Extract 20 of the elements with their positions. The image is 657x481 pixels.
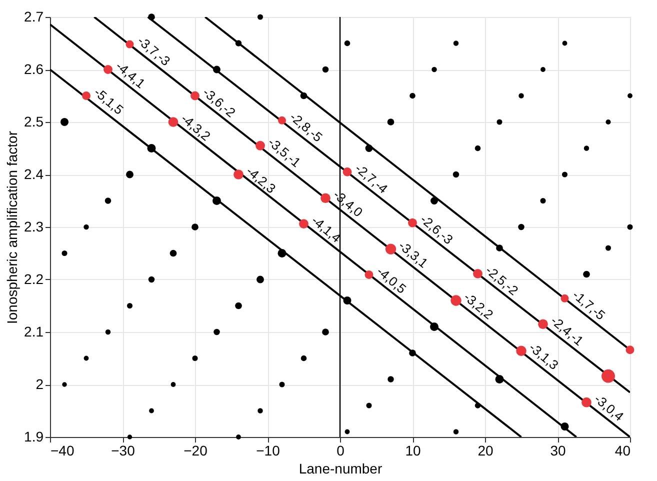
y-tick-label: 2.7: [24, 8, 44, 24]
x-tick-label: −20: [184, 442, 208, 458]
y-tick-label: 2.2: [24, 271, 44, 287]
x-tick-label: −10: [256, 442, 280, 458]
x-tick-label: 40: [614, 442, 631, 458]
y-tick-label: 2.6: [24, 61, 44, 77]
y-tick-label: 1.9: [24, 428, 44, 444]
y-tick-label: 2: [36, 376, 44, 392]
x-tick-label: 0: [336, 442, 345, 458]
y-axis-title: Ionospheric amplification factor: [4, 130, 20, 324]
x-tick-label: 30: [550, 442, 566, 458]
y-tick-label: 2.3: [24, 218, 44, 234]
x-tick-label: 10: [405, 442, 421, 458]
x-tick-label: −30: [111, 442, 136, 458]
y-tick-label: 2.5: [24, 114, 44, 130]
x-axis-title: Lane-number: [298, 460, 382, 476]
x-tick-label: −40: [50, 442, 74, 458]
x-tick-label: 20: [478, 442, 494, 458]
y-tick-label: 2.4: [24, 166, 44, 182]
y-tick-label: 2.1: [24, 324, 44, 340]
